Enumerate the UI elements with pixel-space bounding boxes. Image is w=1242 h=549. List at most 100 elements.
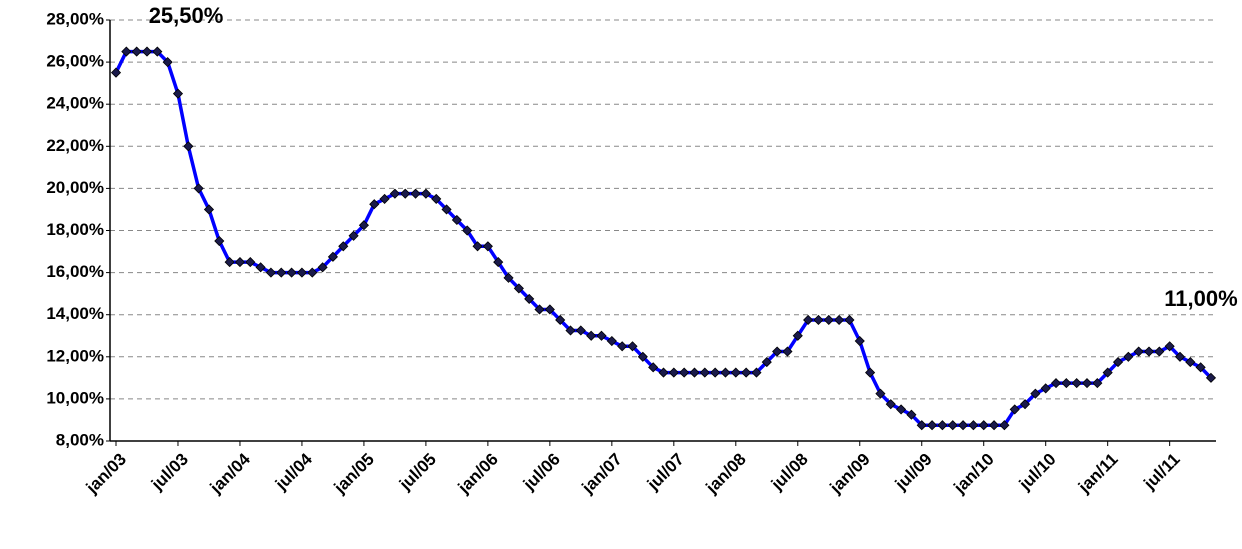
y-tick-label: 12,00% <box>46 346 104 365</box>
marker <box>679 367 690 378</box>
x-tick-label: jul/06 <box>519 450 564 495</box>
marker <box>937 420 948 431</box>
marker <box>658 367 669 378</box>
marker <box>1143 346 1155 357</box>
marker <box>606 335 617 347</box>
marker <box>296 267 308 278</box>
marker <box>627 341 638 352</box>
marker <box>203 204 215 215</box>
marker <box>141 46 153 57</box>
x-tick-label: jul/10 <box>1015 450 1060 495</box>
marker <box>327 251 338 262</box>
marker <box>751 367 762 378</box>
marker <box>854 335 865 347</box>
marker <box>482 241 493 252</box>
y-tick-label: 18,00% <box>46 220 104 239</box>
annotation: 11,00% <box>1164 286 1237 311</box>
marker <box>565 325 576 336</box>
x-tick-label: jul/04 <box>271 449 316 494</box>
marker <box>968 420 979 431</box>
marker <box>617 341 628 352</box>
marker <box>441 204 452 215</box>
marker <box>400 188 411 199</box>
x-tick-label: jan/09 <box>826 450 874 498</box>
marker <box>451 214 462 226</box>
marker <box>255 262 266 273</box>
marker <box>1081 378 1093 389</box>
marker <box>1112 356 1124 368</box>
marker <box>792 330 803 341</box>
marker <box>110 67 122 78</box>
marker <box>152 46 163 57</box>
x-tick-label: jan/11 <box>1074 450 1122 498</box>
marker <box>1050 378 1062 389</box>
x-tick-label: jan/10 <box>949 450 997 498</box>
marker <box>214 235 225 247</box>
y-tick-label: 28,00% <box>46 9 104 28</box>
marker <box>1164 341 1175 352</box>
marker <box>162 57 173 68</box>
marker <box>493 257 504 268</box>
marker <box>534 304 545 315</box>
marker <box>431 193 442 204</box>
marker <box>555 314 566 326</box>
marker <box>276 267 287 278</box>
marker <box>245 257 256 268</box>
annotation: 25,50% <box>149 3 224 28</box>
marker <box>844 314 855 326</box>
marker <box>586 330 597 341</box>
marker <box>1154 346 1165 357</box>
x-tick-label: jul/09 <box>891 450 936 495</box>
marker <box>906 409 917 420</box>
marker <box>1185 356 1196 368</box>
marker <box>265 267 277 278</box>
marker <box>813 314 824 326</box>
marker <box>307 267 318 278</box>
marker <box>865 367 876 378</box>
marker <box>317 262 328 273</box>
marker <box>596 330 607 341</box>
marker <box>741 367 752 378</box>
marker <box>1133 346 1144 357</box>
marker <box>1040 383 1051 394</box>
marker <box>1009 404 1020 415</box>
marker <box>730 367 741 378</box>
marker <box>472 241 483 252</box>
x-tick-label: jan/05 <box>330 450 378 498</box>
x-tick-label: jul/03 <box>147 450 192 495</box>
marker <box>389 188 400 199</box>
x-tick-label: jul/11 <box>1139 450 1183 494</box>
marker <box>823 314 834 326</box>
y-tick-label: 24,00% <box>46 94 104 113</box>
marker <box>1030 388 1041 399</box>
marker <box>234 257 246 268</box>
marker <box>420 188 431 199</box>
x-tick-label: jan/08 <box>702 450 750 498</box>
y-tick-label: 16,00% <box>46 262 104 281</box>
x-tick-label: jan/04 <box>206 449 255 498</box>
marker <box>224 257 235 268</box>
marker <box>338 241 349 252</box>
marker <box>988 420 1000 431</box>
x-tick-label: jul/08 <box>767 450 812 495</box>
marker <box>885 399 896 410</box>
marker <box>689 367 700 378</box>
marker <box>875 388 886 399</box>
marker <box>410 188 421 199</box>
marker <box>379 193 390 204</box>
y-tick-label: 10,00% <box>46 388 104 407</box>
marker <box>544 304 555 315</box>
marker <box>761 356 772 368</box>
marker <box>1092 378 1103 389</box>
x-tick-label: jul/05 <box>395 450 440 495</box>
marker <box>121 46 132 57</box>
marker <box>927 420 938 431</box>
marker <box>782 346 793 357</box>
marker <box>1061 378 1072 389</box>
marker <box>369 199 380 210</box>
marker <box>999 420 1010 431</box>
y-tick-label: 22,00% <box>46 136 104 155</box>
marker <box>131 46 142 57</box>
